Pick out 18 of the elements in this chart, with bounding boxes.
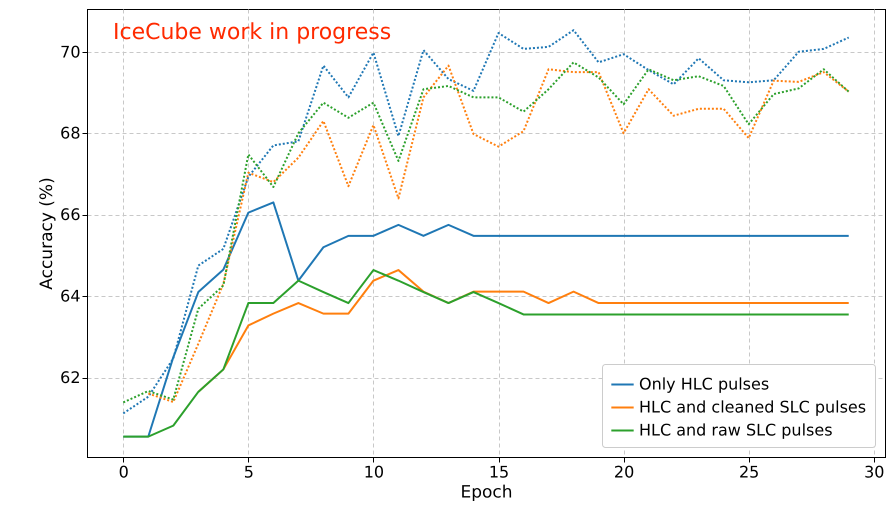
y-tick-label: 68: [60, 124, 80, 143]
x-tick-label: 5: [244, 462, 254, 482]
annotation: IceCube work in progress: [113, 20, 392, 45]
y-tick-label: 66: [60, 205, 80, 224]
legend-label: HLC and raw SLC pulses: [639, 420, 833, 440]
legend-label: HLC and cleaned SLC pulses: [639, 398, 866, 416]
x-tick-label: 15: [488, 462, 510, 482]
x-tick-label: 25: [738, 462, 760, 482]
x-tick-label: 0: [118, 462, 129, 482]
x-axis-title: Epoch: [460, 482, 513, 502]
y-axis-title: Accuracy (%): [37, 177, 58, 290]
y-tick-label: 70: [60, 42, 80, 62]
y-tick-label: 64: [60, 286, 80, 306]
x-tick-label: 30: [864, 462, 884, 482]
legend-label: Only HLC pulses: [639, 374, 770, 394]
y-tick-label: 62: [60, 368, 80, 388]
x-tick-label: 20: [614, 462, 634, 482]
x-tick-label: 10: [364, 462, 384, 482]
